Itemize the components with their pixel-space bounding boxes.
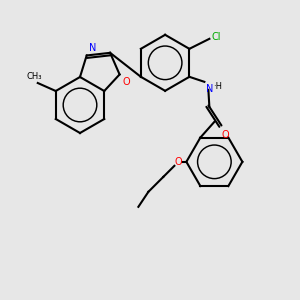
Text: O: O (175, 157, 182, 167)
Text: ·H: ·H (213, 82, 222, 91)
Text: N: N (89, 44, 96, 53)
Text: O: O (123, 77, 130, 87)
Text: Cl: Cl (212, 32, 221, 42)
Text: N: N (206, 84, 214, 94)
Text: O: O (221, 130, 229, 140)
Text: CH₃: CH₃ (26, 72, 41, 81)
